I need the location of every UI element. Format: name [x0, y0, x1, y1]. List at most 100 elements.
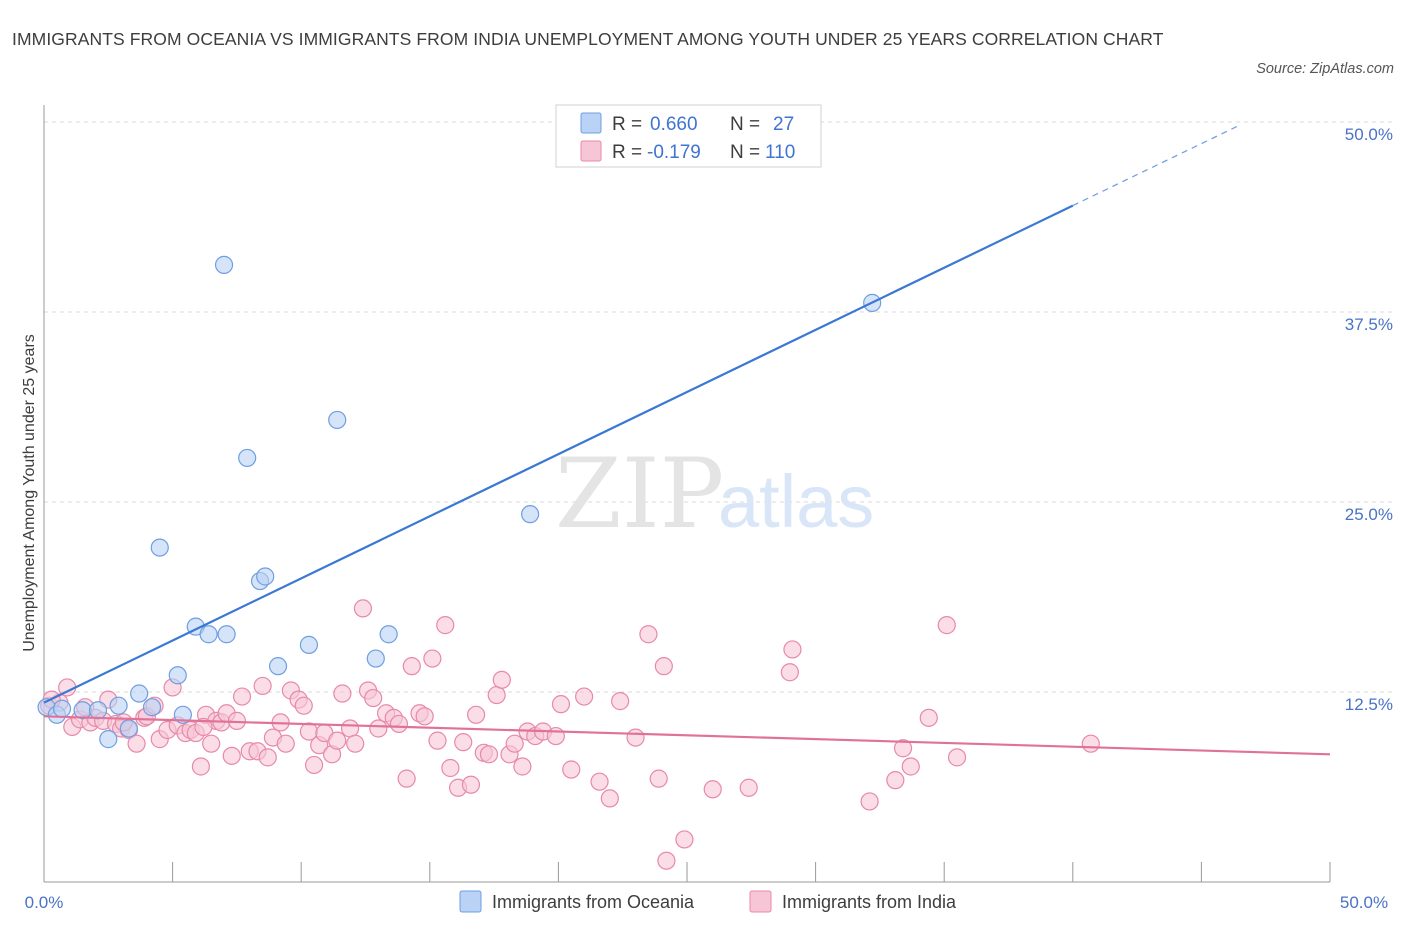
y-axis-title: Unemployment Among Youth under 25 years [21, 334, 38, 652]
oceania-point [142, 698, 162, 717]
india-point [294, 696, 313, 715]
bottom-legend-swatch-india [749, 890, 772, 913]
gridlines [44, 121, 1395, 693]
india-point [739, 778, 758, 797]
india-point [546, 726, 565, 746]
watermark-atlas: atlas [718, 460, 874, 543]
chart-title: IMMIGRANTS FROM OCEANIA VS IMMIGRANTS FR… [12, 29, 1164, 49]
india-point [415, 707, 434, 726]
india-point [397, 769, 416, 788]
india-point [590, 772, 609, 791]
india-point [402, 657, 421, 676]
legend-n-value-india: 110 [765, 142, 795, 163]
india-point [258, 748, 277, 767]
india-point [304, 755, 324, 775]
y-tick-label: 37.5% [1345, 315, 1393, 334]
india-point [703, 780, 722, 799]
oceania-point [130, 684, 149, 703]
india-point [783, 640, 802, 659]
india-point [479, 745, 499, 764]
bottom-legend-label-oceania: Immigrants from Oceania [492, 892, 695, 912]
india-point [194, 717, 213, 737]
india-point [937, 616, 956, 635]
legend-box: R = 0.660 N = 27 R = -0.179 N = 110 [555, 104, 822, 168]
oceania-point [256, 567, 275, 586]
oceania-point [99, 730, 118, 749]
y-tick-label: 25.0% [1345, 505, 1393, 524]
legend-r-value-india: -0.179 [647, 142, 701, 163]
india-point [441, 758, 460, 778]
india-point [492, 670, 511, 689]
y-tick-label: 12.5% [1345, 695, 1393, 714]
india-point [654, 657, 673, 676]
india-point [333, 684, 352, 703]
india-point [505, 734, 524, 753]
india-point [253, 676, 272, 696]
india-point [513, 757, 532, 776]
legend-n-label-india: N = [730, 142, 760, 163]
source-label: Source: ZipAtlas.com [1256, 61, 1394, 77]
india-point [611, 692, 630, 711]
bottom-legend-label-india: Immigrants from India [782, 892, 957, 912]
india-point [562, 760, 581, 779]
india-point [626, 728, 645, 747]
india-point [364, 688, 383, 708]
india-point [901, 757, 920, 776]
india-point [466, 705, 486, 724]
oceania-point [109, 696, 128, 715]
x-tick-label-min: 0.0% [25, 893, 64, 912]
oceania-trendline-extension [1072, 124, 1241, 207]
oceania-point [217, 625, 236, 644]
legend-n-label-oceania: N = [730, 114, 760, 135]
oceania-point [214, 255, 234, 274]
oceania-point [238, 448, 257, 468]
oceania-trendline [43, 204, 1074, 704]
india-point [947, 748, 967, 767]
india-point [551, 695, 571, 714]
oceania-point [521, 505, 540, 524]
india-point [893, 739, 913, 758]
india-point [202, 734, 221, 753]
oceania-point [299, 635, 319, 654]
india-point [191, 757, 210, 776]
india-point [276, 734, 295, 753]
india-point [328, 731, 347, 750]
india-point [657, 851, 676, 870]
india-point [461, 775, 481, 794]
legend-n-value-oceania: 27 [773, 114, 794, 135]
legend-swatch-india [580, 140, 602, 162]
india-point [886, 771, 905, 790]
oceania-point [88, 701, 108, 720]
india-point [369, 719, 388, 738]
india-point [600, 789, 619, 808]
india-point [428, 731, 447, 750]
oceania-point [268, 657, 288, 676]
oceania-point [52, 699, 72, 718]
trendlines [43, 124, 1331, 756]
india-point [1081, 734, 1100, 753]
india-point [222, 746, 241, 765]
oceania-point [168, 666, 187, 685]
watermark-zip: ZIP [555, 438, 724, 550]
india-point [575, 687, 594, 706]
india-points [40, 599, 1100, 870]
india-point [675, 830, 694, 849]
legend-r-label-india: R = [612, 142, 642, 163]
oceania-point [150, 538, 169, 557]
india-point [436, 616, 455, 635]
india-point [860, 792, 879, 811]
india-point [353, 599, 373, 618]
x-tick-label-max: 50.0% [1340, 893, 1388, 912]
india-point [232, 687, 252, 706]
india-point [346, 734, 365, 753]
oceania-point [328, 410, 347, 430]
x-ticks [43, 862, 1331, 882]
legend-swatch-oceania [580, 112, 602, 134]
india-point [423, 649, 442, 668]
y-tick-label: 50.0% [1345, 125, 1393, 144]
india-point [389, 714, 409, 734]
india-point [649, 769, 668, 788]
legend-r-label-oceania: R = [612, 114, 642, 135]
india-point [639, 625, 658, 644]
